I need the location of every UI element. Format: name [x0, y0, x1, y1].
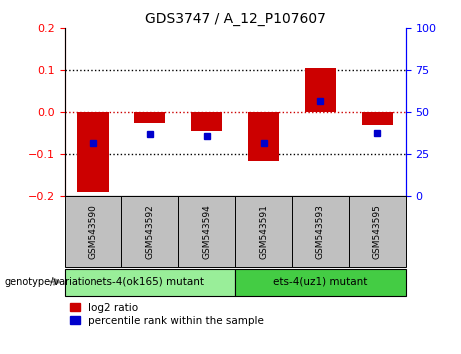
FancyBboxPatch shape [65, 269, 235, 296]
Text: GSM543590: GSM543590 [89, 204, 97, 259]
Text: GSM543593: GSM543593 [316, 204, 325, 259]
Bar [191, 113, 222, 131]
Legend: log2 ratio, percentile rank within the sample: log2 ratio, percentile rank within the s… [70, 303, 264, 326]
Text: ets-4(ok165) mutant: ets-4(ok165) mutant [96, 277, 204, 287]
Bar [134, 113, 165, 123]
FancyBboxPatch shape [65, 196, 121, 267]
Title: GDS3747 / A_12_P107607: GDS3747 / A_12_P107607 [145, 12, 325, 26]
Bar [361, 113, 393, 125]
FancyBboxPatch shape [178, 196, 235, 267]
Text: GSM543592: GSM543592 [145, 205, 154, 259]
Bar [305, 68, 336, 113]
Text: GSM543595: GSM543595 [373, 204, 382, 259]
FancyBboxPatch shape [235, 196, 292, 267]
Bar [248, 113, 279, 161]
FancyBboxPatch shape [235, 269, 406, 296]
FancyBboxPatch shape [349, 196, 406, 267]
Text: ets-4(uz1) mutant: ets-4(uz1) mutant [273, 277, 367, 287]
Bar [77, 113, 109, 192]
Text: genotype/variation: genotype/variation [5, 277, 97, 287]
FancyBboxPatch shape [292, 196, 349, 267]
Text: GSM543591: GSM543591 [259, 204, 268, 259]
FancyBboxPatch shape [121, 196, 178, 267]
Text: GSM543594: GSM543594 [202, 205, 211, 259]
